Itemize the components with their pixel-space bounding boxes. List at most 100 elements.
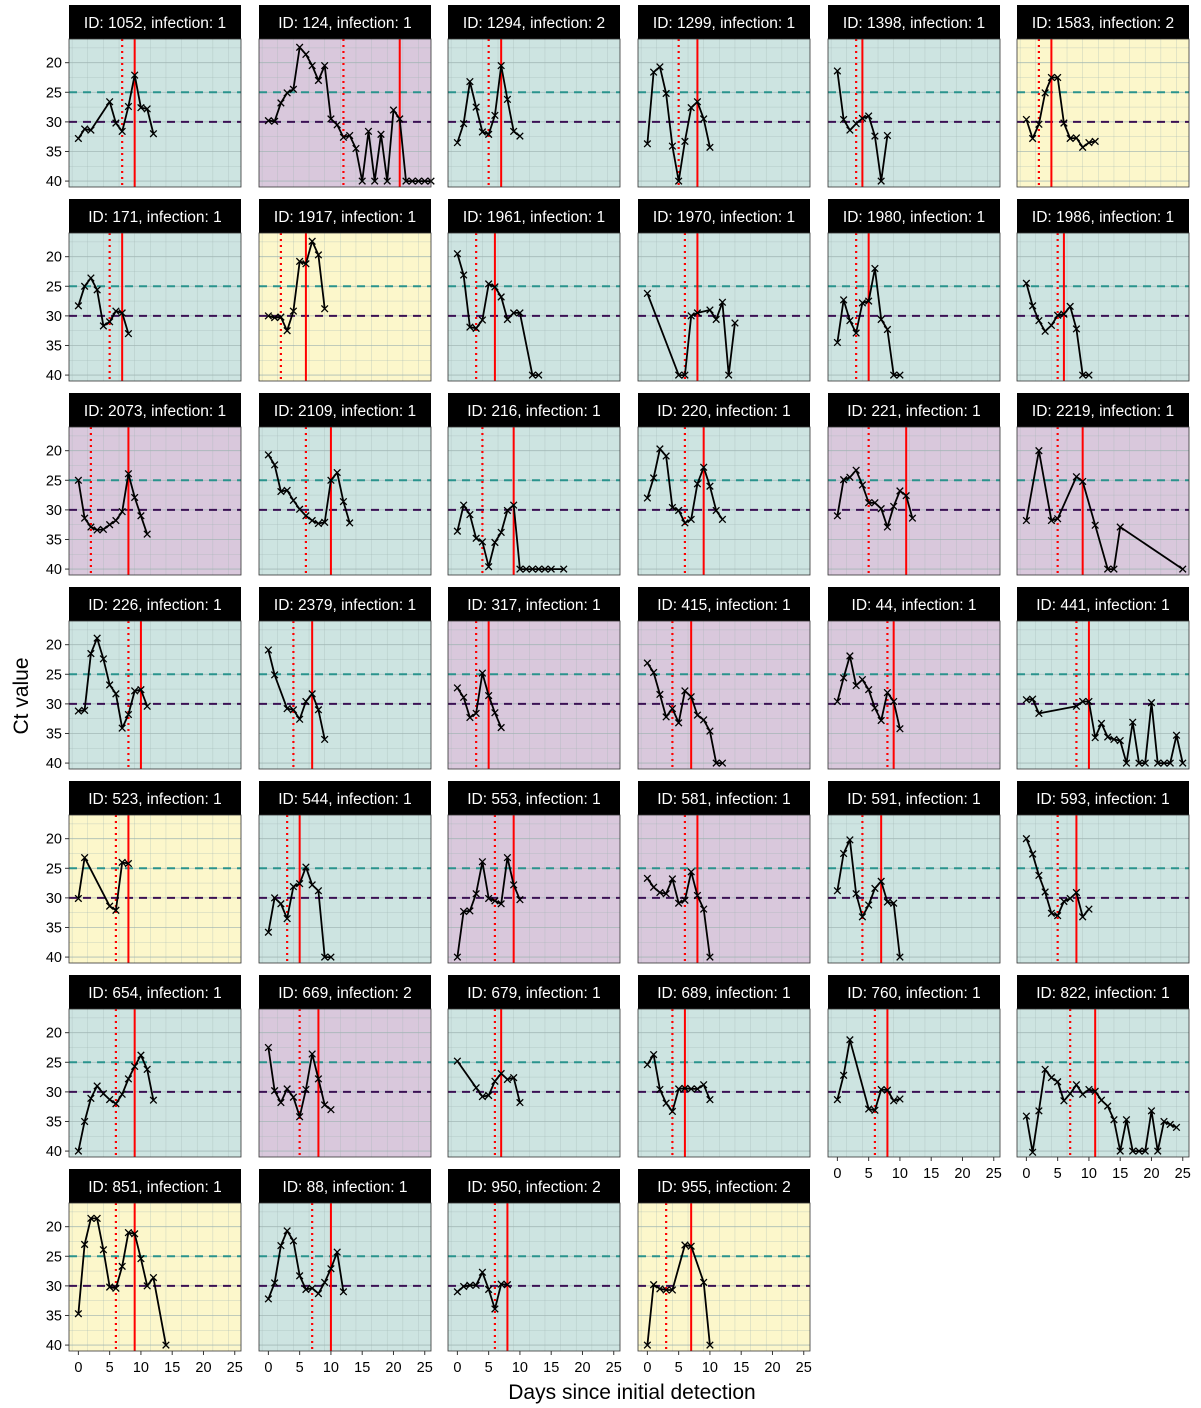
facet-panel: ID: 822, infection: 1 0 5 10 15 20 25 xyxy=(1016,975,1191,1182)
data-point xyxy=(80,514,89,522)
data-point xyxy=(327,1105,335,1114)
data-point xyxy=(295,505,304,514)
data-point xyxy=(1153,1147,1162,1155)
data-point xyxy=(1072,1081,1081,1089)
data-point xyxy=(124,710,133,719)
data-point xyxy=(80,1117,89,1126)
data-point xyxy=(687,693,695,701)
data-point xyxy=(674,899,683,907)
data-point xyxy=(1041,89,1049,97)
facet-panel: ID: 1583, infection: 2 xyxy=(1016,5,1190,188)
facet-panel: ID: 581, infection: 1 xyxy=(637,781,811,964)
x-tick-label: 25 xyxy=(796,1360,812,1376)
data-point xyxy=(877,177,885,185)
data-point xyxy=(112,516,120,525)
data-point xyxy=(295,43,304,52)
data-point xyxy=(308,61,316,70)
y-tick-label: 25 xyxy=(46,861,62,877)
data-point xyxy=(1147,1107,1156,1115)
panel-border xyxy=(1016,1008,1190,1158)
data-point xyxy=(277,900,285,908)
data-point xyxy=(877,1085,885,1094)
data-point xyxy=(112,119,120,127)
data-point xyxy=(277,487,285,496)
y-tick-label: 20 xyxy=(46,832,62,848)
data-point xyxy=(402,177,410,185)
panel-background xyxy=(259,815,431,963)
panel-strip-label: ID: 593, infection: 1 xyxy=(1036,791,1170,808)
data-point xyxy=(74,476,83,485)
data-point xyxy=(1097,1096,1106,1104)
data-point xyxy=(130,71,139,79)
x-tick-label: 20 xyxy=(954,1166,970,1182)
x-tick-label: 5 xyxy=(485,1360,493,1376)
data-point xyxy=(314,1075,323,1083)
data-point xyxy=(497,900,505,908)
data-point xyxy=(105,902,114,910)
panel-border xyxy=(447,38,621,188)
panel-strip-label: ID: 124, infection: 1 xyxy=(278,15,412,32)
data-point xyxy=(484,280,493,288)
data-point xyxy=(74,894,83,903)
facet-panel: ID: 216, infection: 1 xyxy=(447,393,621,576)
data-point xyxy=(80,125,89,133)
data-point xyxy=(345,131,354,140)
data-point xyxy=(871,704,879,712)
data-point xyxy=(852,119,860,128)
data-point xyxy=(1128,718,1137,726)
panel-strip-label: ID: 415, infection: 1 xyxy=(657,597,791,614)
data-point xyxy=(643,1060,652,1069)
data-point xyxy=(1085,697,1093,706)
x-tick-label: 25 xyxy=(417,1360,433,1376)
panel-strip-label: ID: 1299, infection: 1 xyxy=(653,15,795,32)
y-tick-label: 30 xyxy=(46,309,62,325)
data-point xyxy=(87,274,95,282)
data-point xyxy=(408,177,416,185)
panel-background xyxy=(448,1203,620,1351)
data-point xyxy=(491,897,499,905)
data-point xyxy=(871,264,879,273)
x-tick-label: 20 xyxy=(195,1360,211,1376)
panel-strip-label: ID: 544, infection: 1 xyxy=(278,791,412,808)
data-point xyxy=(662,713,670,721)
data-point xyxy=(478,1268,487,1277)
data-point xyxy=(509,501,518,509)
x-tick-label: 0 xyxy=(264,1360,272,1376)
data-point xyxy=(877,315,885,324)
data-point xyxy=(302,50,310,59)
panel-border xyxy=(447,426,621,576)
x-tick-label: 10 xyxy=(323,1360,339,1376)
panel-strip-label: ID: 1961, infection: 1 xyxy=(463,209,605,226)
data-point xyxy=(143,530,151,538)
data-point xyxy=(358,177,366,185)
data-point xyxy=(277,1098,285,1107)
panel-border xyxy=(827,620,1001,770)
panel-strip-label: ID: 822, infection: 1 xyxy=(1036,985,1170,1002)
data-point xyxy=(314,76,323,85)
data-point xyxy=(846,836,854,844)
panel-background xyxy=(259,1009,431,1157)
panel-background xyxy=(448,427,620,575)
data-point xyxy=(1022,695,1031,704)
panel-background xyxy=(69,1203,241,1351)
data-point xyxy=(118,507,126,516)
data-point xyxy=(295,879,304,888)
data-point xyxy=(1022,834,1031,843)
data-point xyxy=(693,711,702,719)
data-point xyxy=(883,1086,892,1094)
panel-strip xyxy=(69,5,241,39)
data-point xyxy=(649,68,658,76)
panel-strip xyxy=(448,975,620,1009)
panel-strip-label: ID: 2109, infection: 1 xyxy=(274,403,416,420)
data-point xyxy=(1091,137,1099,146)
data-point xyxy=(503,1075,512,1084)
data-point xyxy=(497,723,505,732)
data-point xyxy=(453,1057,462,1065)
x-tick-label: 10 xyxy=(512,1360,528,1376)
data-point xyxy=(687,1085,695,1093)
data-point xyxy=(327,476,335,485)
x-tick-label: 0 xyxy=(1022,1166,1030,1182)
data-point xyxy=(883,898,892,906)
x-tick-label: 5 xyxy=(106,1360,114,1376)
data-point xyxy=(1066,134,1074,143)
